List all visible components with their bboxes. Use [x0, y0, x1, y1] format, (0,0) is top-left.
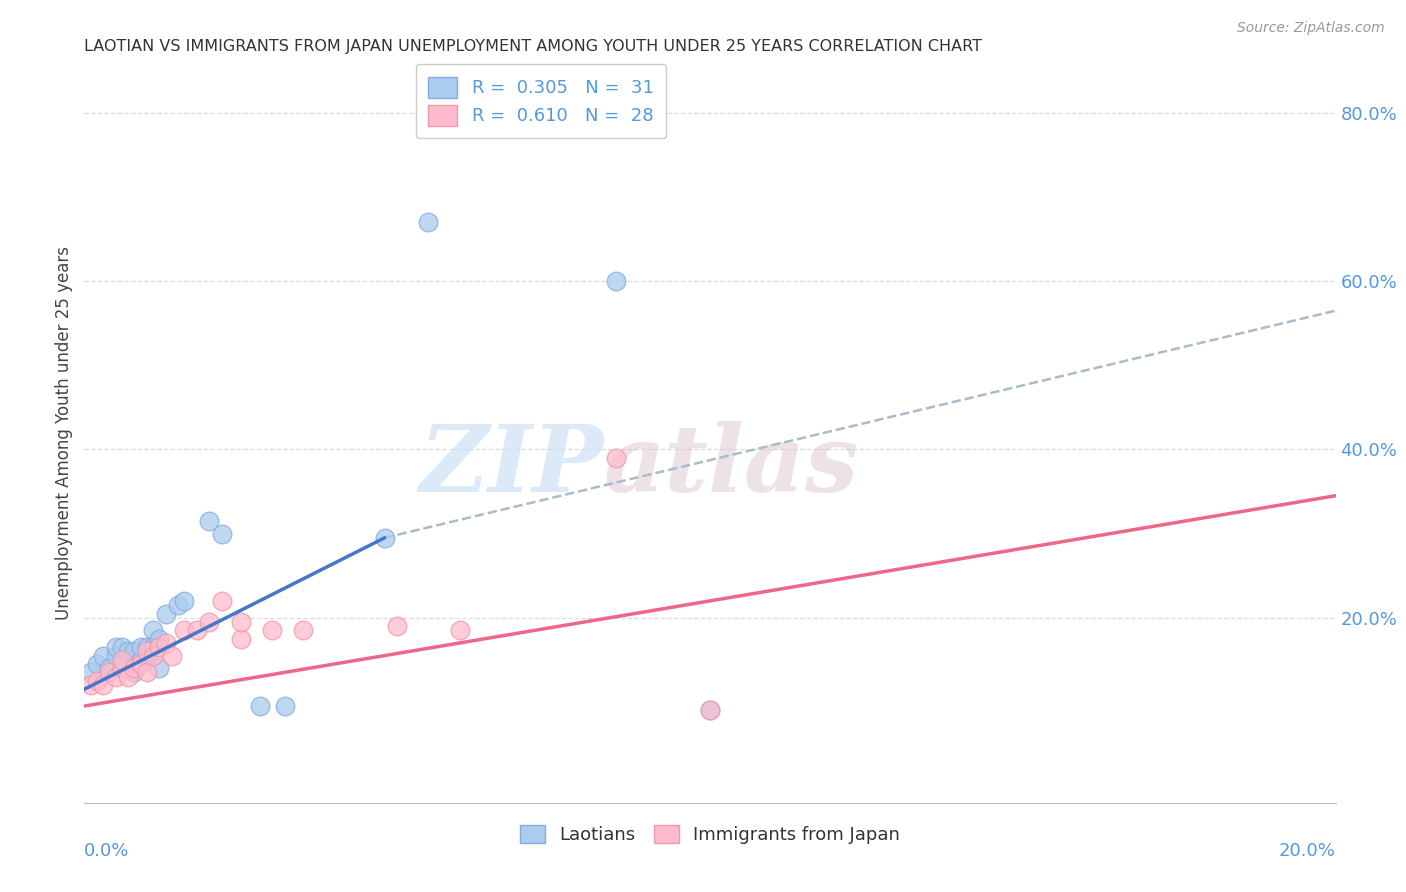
Point	[129, 640, 152, 655]
Point	[86, 657, 108, 671]
Point	[124, 644, 146, 658]
Point	[211, 594, 233, 608]
Point	[186, 624, 208, 638]
Point	[136, 640, 159, 655]
Point	[79, 678, 101, 692]
Point	[91, 648, 114, 663]
Point	[198, 615, 221, 629]
Text: atlas: atlas	[603, 421, 859, 511]
Point	[104, 648, 127, 663]
Point	[198, 514, 221, 528]
Point	[374, 531, 396, 545]
Text: 0.0%: 0.0%	[84, 842, 129, 860]
Point	[249, 699, 271, 714]
Point	[124, 665, 146, 680]
Point	[129, 657, 152, 671]
Point	[262, 624, 284, 638]
Point	[292, 624, 315, 638]
Point	[699, 703, 721, 717]
Point	[167, 598, 190, 612]
Point	[229, 615, 252, 629]
Text: Source: ZipAtlas.com: Source: ZipAtlas.com	[1237, 21, 1385, 36]
Point	[111, 661, 134, 675]
Point	[142, 624, 165, 638]
Point	[142, 648, 165, 663]
Y-axis label: Unemployment Among Youth under 25 years: Unemployment Among Youth under 25 years	[55, 245, 73, 620]
Point	[273, 699, 295, 714]
Point	[148, 661, 170, 675]
Point	[136, 648, 159, 663]
Point	[418, 215, 440, 229]
Point	[104, 670, 127, 684]
Point	[142, 640, 165, 655]
Point	[136, 665, 159, 680]
Point	[111, 640, 134, 655]
Point	[385, 619, 409, 633]
Point	[124, 661, 146, 675]
Text: LAOTIAN VS IMMIGRANTS FROM JAPAN UNEMPLOYMENT AMONG YOUTH UNDER 25 YEARS CORRELA: LAOTIAN VS IMMIGRANTS FROM JAPAN UNEMPLO…	[84, 39, 983, 54]
Point	[699, 703, 721, 717]
Point	[605, 450, 627, 465]
Point	[449, 624, 471, 638]
Point	[229, 632, 252, 646]
Point	[98, 665, 121, 680]
Point	[117, 644, 139, 658]
Point	[173, 594, 195, 608]
Point	[111, 653, 134, 667]
Point	[91, 678, 114, 692]
Point	[148, 640, 170, 655]
Point	[211, 526, 233, 541]
Point	[129, 653, 152, 667]
Point	[160, 648, 183, 663]
Point	[136, 644, 159, 658]
Point	[148, 632, 170, 646]
Text: ZIP: ZIP	[419, 421, 603, 511]
Point	[605, 274, 627, 288]
Point	[111, 657, 134, 671]
Point	[155, 636, 177, 650]
Point	[79, 665, 101, 680]
Text: 20.0%: 20.0%	[1279, 842, 1336, 860]
Legend: Laotians, Immigrants from Japan: Laotians, Immigrants from Japan	[510, 815, 910, 853]
Point	[117, 670, 139, 684]
Point	[173, 624, 195, 638]
Point	[155, 607, 177, 621]
Point	[104, 640, 127, 655]
Point	[117, 657, 139, 671]
Point	[86, 673, 108, 688]
Point	[98, 661, 121, 675]
